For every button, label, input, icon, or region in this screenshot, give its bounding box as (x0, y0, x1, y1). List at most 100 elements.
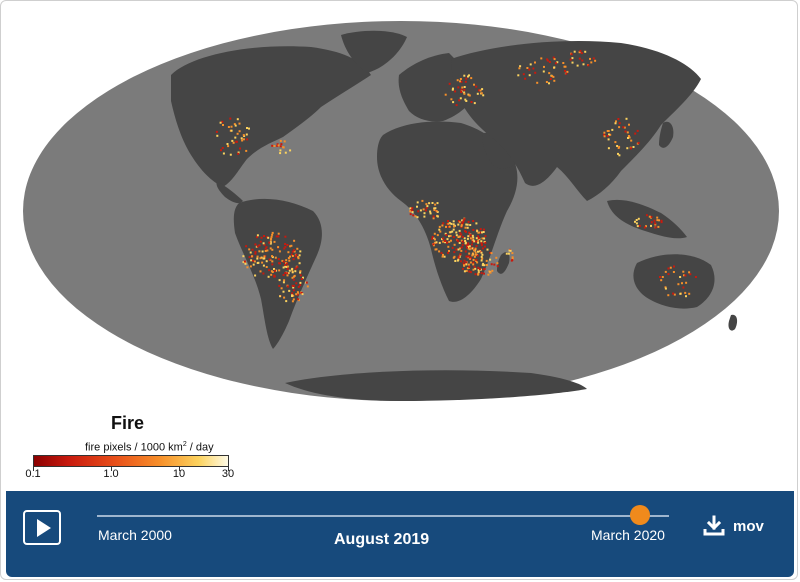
fire-speck (249, 251, 252, 254)
fire-speck (482, 94, 485, 97)
fire-speck (452, 87, 454, 90)
fire-speck (274, 256, 277, 259)
fire-speck (290, 244, 293, 247)
fire-speck (464, 98, 467, 101)
fire-speck (254, 243, 257, 246)
timeline-slider-thumb[interactable] (630, 505, 651, 525)
fire-speck (289, 245, 292, 248)
fire-speck (226, 143, 229, 145)
fire-speck (519, 65, 522, 68)
fire-speck (233, 123, 236, 126)
fire-speck (475, 245, 478, 247)
fire-speck (432, 215, 435, 218)
fire-speck (473, 265, 476, 268)
fire-speck (464, 250, 467, 253)
fire-speck (435, 210, 438, 213)
fire-speck (245, 245, 248, 248)
fire-speck (227, 145, 230, 148)
fire-speck (490, 252, 493, 255)
fire-speck (654, 222, 657, 225)
fire-speck (251, 255, 253, 258)
fire-speck (556, 61, 559, 64)
land-masses (171, 30, 738, 401)
fire-speck (480, 240, 483, 243)
fire-speck (230, 129, 233, 132)
fire-speck (417, 210, 420, 213)
fire-speck (689, 273, 692, 276)
fire-speck (278, 250, 281, 253)
fire-speck (551, 75, 554, 78)
fire-speck (469, 271, 472, 274)
fire-speck (277, 246, 280, 249)
fire-speck (474, 273, 477, 276)
fire-speck (469, 224, 472, 226)
fire-speck (448, 82, 451, 85)
asia (451, 40, 701, 201)
fire-speck (682, 270, 685, 273)
fire-speck (522, 73, 525, 76)
fire-speck (292, 286, 295, 289)
fire-speck (483, 245, 486, 248)
fire-speck (289, 255, 291, 258)
fire-speck (465, 269, 468, 272)
fire-speck (431, 202, 434, 204)
fire-speck (548, 82, 550, 85)
fire-speck (578, 51, 581, 54)
fire-speck (263, 257, 266, 260)
fire-speck (467, 247, 470, 250)
fire-speck (231, 139, 234, 142)
fire-speck (636, 129, 639, 132)
fire-speck (603, 135, 606, 138)
fire-speck (472, 261, 475, 264)
fire-speck (450, 222, 453, 225)
fire-speck (270, 273, 273, 276)
fire-speck (462, 262, 465, 265)
fire-speck (459, 97, 462, 100)
timeline-start-label: March 2000 (98, 527, 172, 543)
fire-speck (637, 217, 640, 220)
fire-speck (284, 263, 287, 266)
fire-speck (460, 80, 463, 83)
fire-speck (625, 117, 628, 120)
fire-speck (584, 50, 587, 53)
fire-speck (221, 120, 224, 123)
fire-speck (466, 226, 469, 229)
fire-speck (455, 248, 458, 251)
fire-speck (440, 252, 443, 255)
fire-speck (664, 287, 667, 290)
fire-speck (451, 88, 454, 91)
fire-speck (461, 240, 464, 243)
fire-speck (434, 203, 437, 206)
download-mov-button[interactable]: mov (703, 515, 764, 537)
fire-speck (288, 259, 291, 262)
fire-speck (475, 237, 478, 240)
fire-speck (259, 257, 262, 260)
timeline-track[interactable] (97, 515, 669, 517)
fire-speck (475, 222, 478, 225)
fire-speck (282, 260, 285, 263)
fire-speck (507, 252, 510, 255)
fire-speck (624, 130, 627, 133)
fire-speck (443, 239, 446, 242)
fire-speck (632, 146, 635, 148)
fire-speck (235, 140, 238, 143)
fire-speck (543, 65, 545, 68)
fire-speck (628, 123, 630, 126)
fire-speck (222, 124, 224, 126)
fire-speck (277, 258, 280, 261)
fire-speck (473, 83, 475, 86)
fire-speck (234, 136, 237, 139)
fire-speck (452, 220, 455, 223)
fire-speck (442, 237, 445, 240)
fire-speck (433, 241, 436, 244)
fire-speck (265, 260, 268, 263)
fire-speck (237, 151, 240, 154)
fire-speck (460, 233, 463, 236)
fire-speck (453, 255, 456, 258)
fire-speck (607, 147, 610, 150)
fire-speck (635, 222, 638, 225)
fire-speck (465, 77, 468, 80)
play-button[interactable] (23, 510, 61, 545)
fire-speck (476, 92, 479, 95)
fire-speck (416, 216, 419, 219)
